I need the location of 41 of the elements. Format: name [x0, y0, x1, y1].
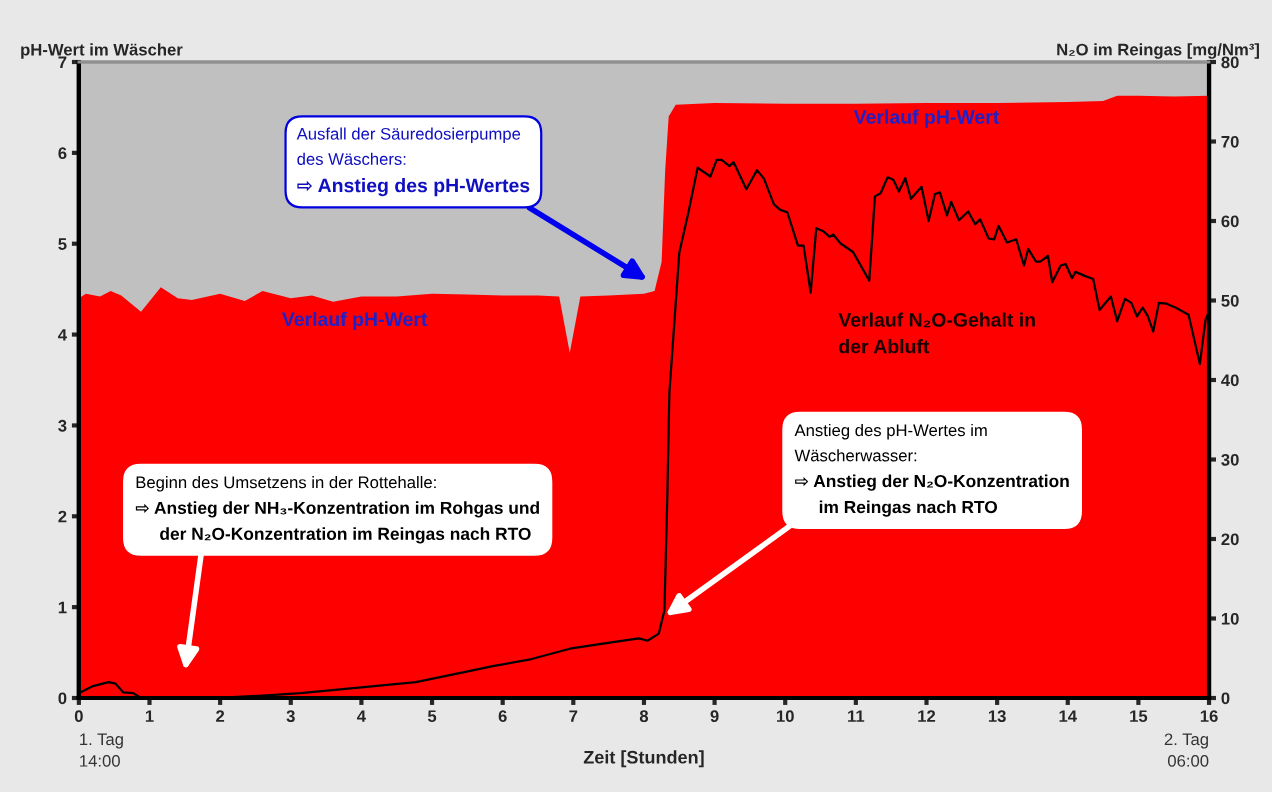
y2-tick-label: 50 [1221, 294, 1239, 307]
x-tick-label: 16 [1200, 710, 1218, 723]
y2-tick-label: 30 [1221, 453, 1239, 466]
x-tick-label: 11 [848, 710, 865, 722]
x-tick-label: 4 [357, 710, 366, 722]
y2-tick-label: 0 [1221, 692, 1230, 705]
y-tick-label: 5 [58, 238, 67, 250]
y2-tick-label: 60 [1221, 215, 1239, 228]
x-tick-label: 13 [988, 710, 1006, 723]
annotation: Verlauf pH-Wert [853, 109, 1000, 128]
x-tick-label: 0 [74, 710, 83, 723]
y-tick-label: 1 [58, 601, 67, 614]
x-tick-label: 2 [216, 710, 225, 722]
x-tick-label: 10 [777, 710, 794, 723]
y2-tick-label: 10 [1221, 612, 1239, 625]
x-tick-label: 14 [1059, 710, 1077, 722]
x-tick-label: 6 [498, 710, 507, 723]
x-tick-label: 5 [427, 710, 437, 723]
y-tick-label: 3 [58, 419, 67, 432]
x-axis-title: Zeit [Stunden] [583, 750, 704, 768]
y-tick-label: 0 [58, 692, 67, 705]
x-tick-label: 12 [918, 710, 936, 722]
y2-tick-label: 70 [1221, 135, 1239, 148]
y2-tick-label: 20 [1221, 533, 1239, 546]
y-tick-label: 6 [58, 147, 67, 160]
y-tick-label: 4 [58, 329, 67, 341]
x-tick-label: 9 [710, 710, 719, 723]
y2-tick-label: 40 [1221, 374, 1239, 387]
x-tick-label: 1 [145, 710, 154, 722]
annotation: Beginn des Umsetzens in der Rottehalle: ⇨ Anstieg der NH₃-Konzentration im Rohgas und der N₂O-Konzentration im Reingas nach RTO [135, 475, 539, 544]
y-tick-label: 2 [58, 510, 67, 523]
annotation: Anstieg des pH-Wertes im Wäscherwasser: ⇨ Anstieg der N₂O-Konzentration im Reingas nach RTO [794, 423, 1069, 517]
x-tick-label: 15 [1130, 710, 1148, 723]
x-tick-label: 3 [286, 710, 295, 723]
text: 2. Tag 06:00 [1164, 733, 1209, 767]
text: 1. Tag 14:00 [80, 733, 123, 767]
annotation: Verlauf pH-Wert [282, 311, 428, 330]
x-tick-label: 7 [569, 710, 578, 722]
x-tick-label: 8 [639, 710, 649, 723]
annotation: Verlauf N₂O-Gehalt in der Abluft [838, 312, 1035, 354]
annotation: Ausfall der Säuredosierpumpe des Wäschers: ⇨ Anstieg des pH-Wertes [296, 127, 530, 197]
